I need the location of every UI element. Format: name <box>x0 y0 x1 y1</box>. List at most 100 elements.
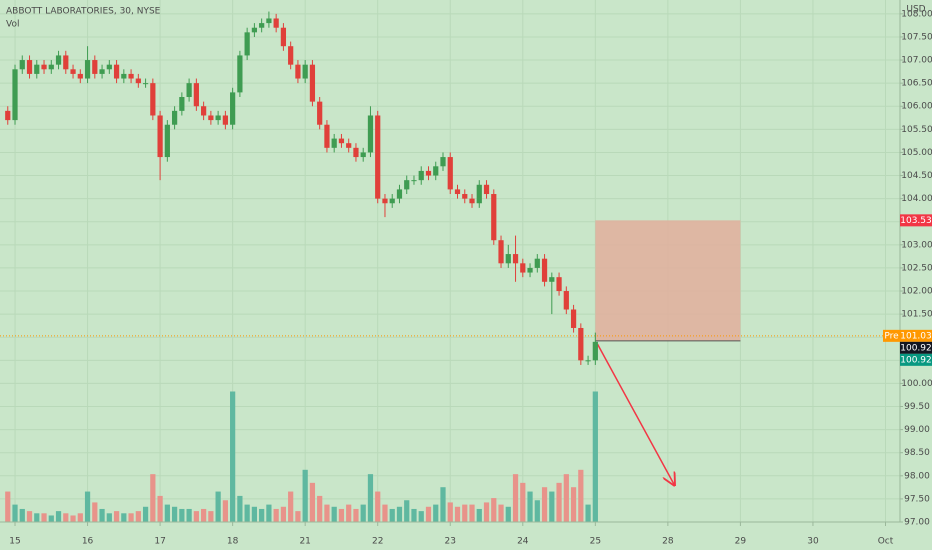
volume-bar <box>512 474 519 522</box>
volume-bar <box>563 474 569 522</box>
price-tag-bg <box>883 329 900 342</box>
candle-body <box>360 152 366 158</box>
volume-bar <box>389 508 395 522</box>
volume-bar <box>12 504 18 522</box>
candle-body <box>498 240 504 264</box>
volume-bar <box>302 469 308 522</box>
volume-bar <box>186 508 192 522</box>
volume-bar <box>171 506 178 522</box>
volume-bar <box>549 491 555 522</box>
volume-bar <box>411 508 417 522</box>
volume-bar <box>215 491 221 522</box>
volume-bar <box>222 500 228 522</box>
candle-body <box>193 83 199 107</box>
candle-body <box>230 92 236 125</box>
candle-body <box>106 64 112 70</box>
candle-body <box>527 267 533 273</box>
volume-bar <box>396 506 403 522</box>
price-label: 100.92 <box>900 355 932 365</box>
volume-bar <box>237 495 243 522</box>
x-tick-label: 21 <box>299 537 310 547</box>
candle-body <box>411 180 417 182</box>
volume-bar <box>48 515 54 522</box>
candle-body <box>150 83 156 116</box>
candle-body <box>404 180 410 190</box>
volume-bar <box>41 513 47 522</box>
price-axis-bg <box>900 0 932 550</box>
volume-bar <box>317 495 323 522</box>
candle-body <box>259 23 265 28</box>
volume-bar <box>135 511 141 522</box>
y-tick-label: 104.50 <box>901 171 932 181</box>
drawings <box>0 220 900 485</box>
y-tick-label: 97.50 <box>904 494 930 504</box>
candle-body <box>309 64 316 102</box>
volume-bar <box>346 504 352 522</box>
candle-body <box>556 277 562 292</box>
volume-bar <box>55 511 62 522</box>
candle-body <box>77 73 83 79</box>
volume-bar <box>201 508 207 522</box>
y-tick-label: 104.00 <box>901 194 932 204</box>
volume-bar <box>483 502 490 522</box>
candle-body <box>84 60 91 79</box>
candle-body <box>288 46 294 65</box>
volume-bar <box>462 504 468 522</box>
candle-body <box>157 115 163 158</box>
candle-body <box>346 143 352 148</box>
y-tick-label: 103.00 <box>901 240 932 250</box>
volume-bar <box>251 506 258 522</box>
x-tick-label: 15 <box>9 537 20 547</box>
candle-body <box>41 64 47 70</box>
candle-body <box>208 115 214 121</box>
volume-bar <box>208 511 214 522</box>
candle-body <box>447 157 453 190</box>
candle-body <box>512 254 519 264</box>
candle-body <box>295 64 301 79</box>
candle-body <box>353 147 359 158</box>
volume-bar <box>353 508 359 522</box>
grid <box>0 0 900 523</box>
volume-bar <box>121 513 127 522</box>
candle-body <box>280 27 287 47</box>
volume-bar <box>578 469 584 522</box>
volume-bar <box>375 491 381 522</box>
candle-body <box>549 277 555 282</box>
candle-body <box>171 110 178 125</box>
candle-body <box>367 115 374 153</box>
volume-bar <box>128 513 134 522</box>
volume-bar <box>541 487 548 522</box>
volume-legend: Vol <box>6 20 19 30</box>
volume-bar <box>164 504 170 522</box>
candle-body <box>266 18 272 24</box>
candle-body <box>135 78 141 84</box>
time-axis-bg <box>0 522 900 550</box>
volume-bar <box>491 498 497 522</box>
volume-bar <box>295 511 301 522</box>
candle-body <box>462 194 468 199</box>
candle-body <box>440 157 446 167</box>
candle-body <box>396 189 403 199</box>
volume-bar <box>84 491 91 522</box>
y-tick-label: 105.50 <box>901 125 932 135</box>
volume-bar <box>19 508 25 522</box>
x-tick-label: 24 <box>517 537 529 547</box>
candle-body <box>534 258 540 268</box>
volume-bar <box>360 504 366 522</box>
x-tick-label: 22 <box>372 537 383 547</box>
volume-bar <box>266 504 272 522</box>
volume-bar <box>324 504 330 522</box>
candle-layer <box>5 11 598 365</box>
candle-body <box>592 341 598 361</box>
volume-bar <box>418 511 424 522</box>
volume-bar <box>273 508 279 522</box>
volume-bar <box>92 502 98 522</box>
volume-bar <box>331 506 337 522</box>
volume-bar <box>157 495 163 522</box>
volume-bar <box>404 500 410 522</box>
volume-bar <box>505 506 511 522</box>
volume-bar <box>382 504 388 522</box>
risk-box <box>595 220 741 341</box>
y-tick-label: 99.00 <box>904 425 930 435</box>
